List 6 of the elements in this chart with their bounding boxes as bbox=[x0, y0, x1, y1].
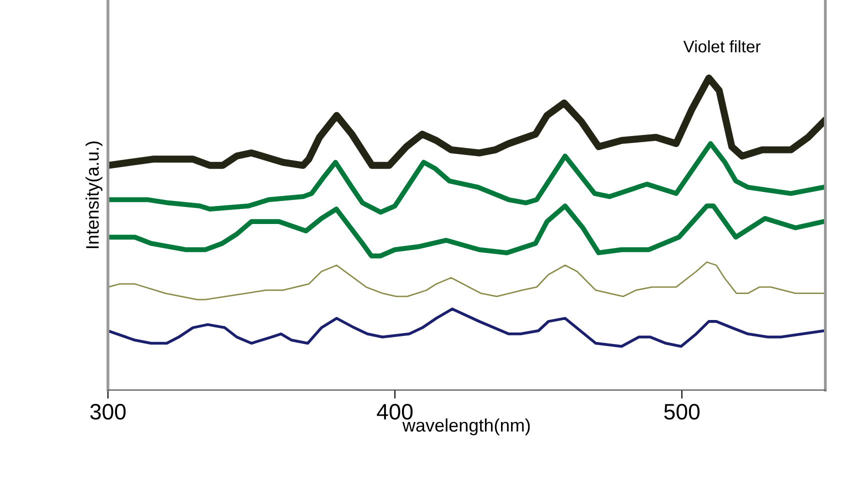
x-tick-label: 300 bbox=[90, 404, 126, 420]
x-axis-title: wavelength(nm) bbox=[402, 418, 530, 436]
x-tick-label: 500 bbox=[664, 404, 700, 420]
x-tick-label: 400 bbox=[376, 404, 413, 420]
text: Violet filter bbox=[683, 40, 761, 52]
y-axis-title: Intensity(a.u.) bbox=[86, 141, 102, 248]
